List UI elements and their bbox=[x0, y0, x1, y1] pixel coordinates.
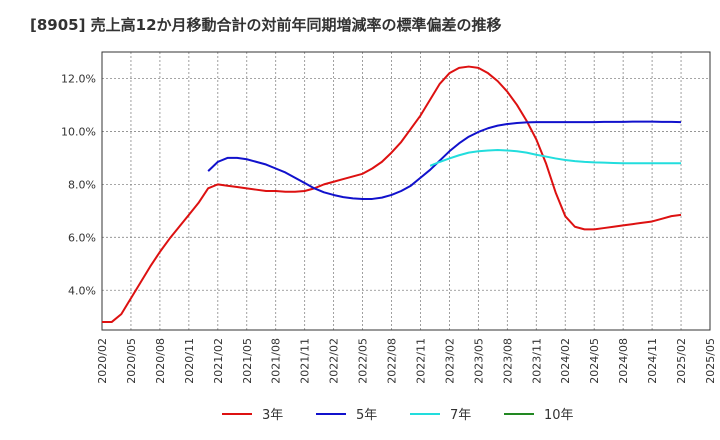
x-tick-label: 2023/11 bbox=[530, 338, 543, 384]
x-tick-label: 2025/05 bbox=[704, 338, 717, 384]
legend-label: 5年 bbox=[356, 408, 377, 423]
grid bbox=[102, 52, 710, 330]
legend: 3年 5年 7年 10年 bbox=[222, 408, 574, 423]
legend-label: 10年 bbox=[544, 408, 574, 423]
chart-title: [8905] 売上高12か月移動合計の対前年同期増減率の標準偏差の推移 bbox=[30, 16, 502, 34]
x-tick-label: 2024/11 bbox=[646, 338, 659, 384]
x-tick-label: 2023/08 bbox=[501, 338, 514, 384]
x-tick-label: 2022/11 bbox=[414, 338, 427, 384]
x-tick-label: 2024/02 bbox=[559, 338, 572, 384]
x-tick-label: 2024/05 bbox=[588, 338, 601, 384]
y-tick-label: 4.0% bbox=[68, 284, 96, 297]
x-axis: 2020/02 2020/05 2020/08 2020/11 2021/02 2021/… bbox=[96, 338, 717, 384]
x-tick-label: 2020/02 bbox=[96, 338, 109, 384]
x-tick-label: 2020/05 bbox=[125, 338, 138, 384]
series-line bbox=[102, 65, 682, 324]
y-tick-label: 10.0% bbox=[61, 125, 96, 138]
plot-frame bbox=[101, 51, 711, 331]
series-line bbox=[429, 148, 682, 167]
x-tick-label: 2021/08 bbox=[270, 338, 283, 384]
x-tick-label: 2020/11 bbox=[183, 338, 196, 384]
y-tick-label: 12.0% bbox=[61, 72, 96, 85]
x-tick-label: 2025/02 bbox=[675, 338, 688, 384]
x-tick-label: 2020/08 bbox=[154, 338, 167, 384]
x-tick-label: 2022/05 bbox=[357, 338, 370, 384]
x-tick-label: 2023/05 bbox=[472, 338, 485, 384]
x-tick-label: 2022/02 bbox=[328, 338, 341, 384]
series-line bbox=[207, 120, 682, 200]
x-tick-label: 2022/08 bbox=[386, 338, 399, 384]
legend-label: 7年 bbox=[450, 408, 471, 423]
x-tick-label: 2024/08 bbox=[617, 338, 630, 384]
y-tick-label: 8.0% bbox=[68, 178, 96, 191]
x-tick-label: 2021/11 bbox=[299, 338, 312, 384]
legend-label: 3年 bbox=[262, 408, 283, 423]
y-axis: 4.0% 6.0% 8.0% 10.0% 12.0% bbox=[61, 72, 96, 297]
x-tick-label: 2021/05 bbox=[241, 338, 254, 384]
x-tick-label: 2021/02 bbox=[212, 338, 225, 384]
y-tick-label: 6.0% bbox=[68, 231, 96, 244]
x-tick-label: 2023/02 bbox=[443, 338, 456, 384]
series-lines bbox=[102, 65, 682, 324]
